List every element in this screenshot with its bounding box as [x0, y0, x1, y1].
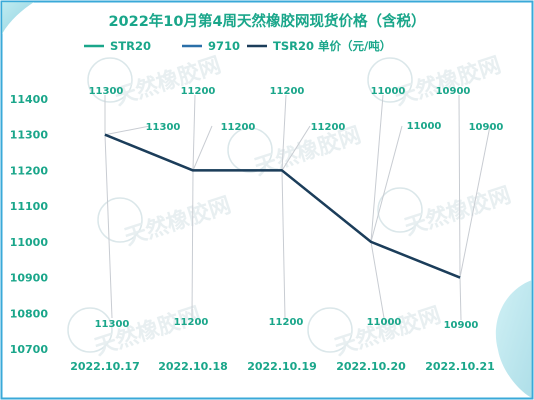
- y-tick-label: 11400: [10, 93, 49, 106]
- watermark-logo: [367, 57, 413, 103]
- x-tick-label: 2022.10.21: [425, 360, 495, 373]
- data-label-top: 10900: [436, 86, 471, 97]
- leader-line: [104, 134, 113, 319]
- x-tick-label: 2022.10.20: [336, 360, 406, 373]
- data-label-top: 11200: [270, 86, 305, 97]
- data-label-bottom: 11300: [95, 319, 130, 330]
- corner-decoration-bottom-right: [495, 280, 532, 398]
- series-line-tsr20: [104, 133, 461, 279]
- x-axis: 2022.10.17 2022.10.18 2022.10.19 2022.10.20…: [70, 360, 495, 373]
- data-label-mid: 11000: [407, 121, 442, 132]
- leader-line: [192, 94, 196, 171]
- y-axis: 10700 10800 10900 11000 11100 11200 11300 11400: [10, 93, 49, 356]
- leader-line: [281, 94, 287, 171]
- leader-line: [458, 94, 461, 278]
- y-tick-label: 11300: [10, 129, 49, 142]
- data-label-bottom: 10900: [444, 320, 479, 331]
- x-tick-label: 2022.10.19: [247, 360, 317, 373]
- legend: STR20 9710 TSR20 单价（元/吨）: [84, 39, 391, 53]
- series-lines: [104, 133, 461, 279]
- watermark-logo: [97, 197, 143, 243]
- leader-line: [104, 125, 151, 136]
- y-tick-label: 10800: [10, 307, 49, 320]
- watermark-logo: [307, 307, 353, 353]
- leader-lines: [104, 94, 491, 321]
- data-label-bottom: 11200: [174, 317, 209, 328]
- leader-line: [459, 277, 462, 321]
- y-tick-label: 10900: [10, 272, 49, 285]
- x-tick-label: 2022.10.17: [70, 360, 140, 373]
- data-label-mid: 11200: [311, 122, 346, 133]
- leader-line: [459, 125, 491, 278]
- data-label-top: 11000: [371, 86, 406, 97]
- leader-line: [281, 170, 286, 319]
- leader-line: [192, 125, 213, 171]
- watermark-logo: [87, 57, 133, 103]
- leader-line: [191, 170, 194, 319]
- leader-line: [370, 94, 384, 242]
- legend-label: 9710: [208, 39, 240, 53]
- data-label-bottom: 11200: [269, 317, 304, 328]
- leader-line: [281, 125, 311, 171]
- x-tick-label: 2022.10.18: [158, 360, 228, 373]
- watermark-logo: [377, 187, 423, 233]
- chart-title: 2022年10月第4周天然橡胶网现货价格（含税）: [108, 12, 425, 30]
- data-labels: 11300 11200 11200 11000 10900 11300 11200 11200…: [89, 86, 504, 331]
- y-tick-label: 11000: [10, 236, 49, 249]
- data-label-top: 11300: [89, 86, 124, 97]
- y-tick-label: 10700: [10, 343, 49, 356]
- watermark-logo: [227, 127, 273, 173]
- leader-line: [370, 125, 403, 242]
- data-label-mid: 11300: [146, 122, 181, 133]
- corner-decoration-top-left: [2, 2, 34, 34]
- data-label-bottom: 11000: [367, 317, 402, 328]
- y-tick-label: 11100: [10, 200, 49, 213]
- y-tick-label: 11200: [10, 164, 49, 177]
- legend-label: STR20: [110, 39, 151, 53]
- legend-label: TSR20 单价（元/吨）: [273, 39, 391, 53]
- leader-line: [370, 241, 385, 319]
- data-label-top: 11200: [181, 86, 216, 97]
- watermark-logo: [67, 307, 113, 353]
- data-label-mid: 11200: [221, 122, 256, 133]
- data-label-mid: 10900: [469, 122, 504, 133]
